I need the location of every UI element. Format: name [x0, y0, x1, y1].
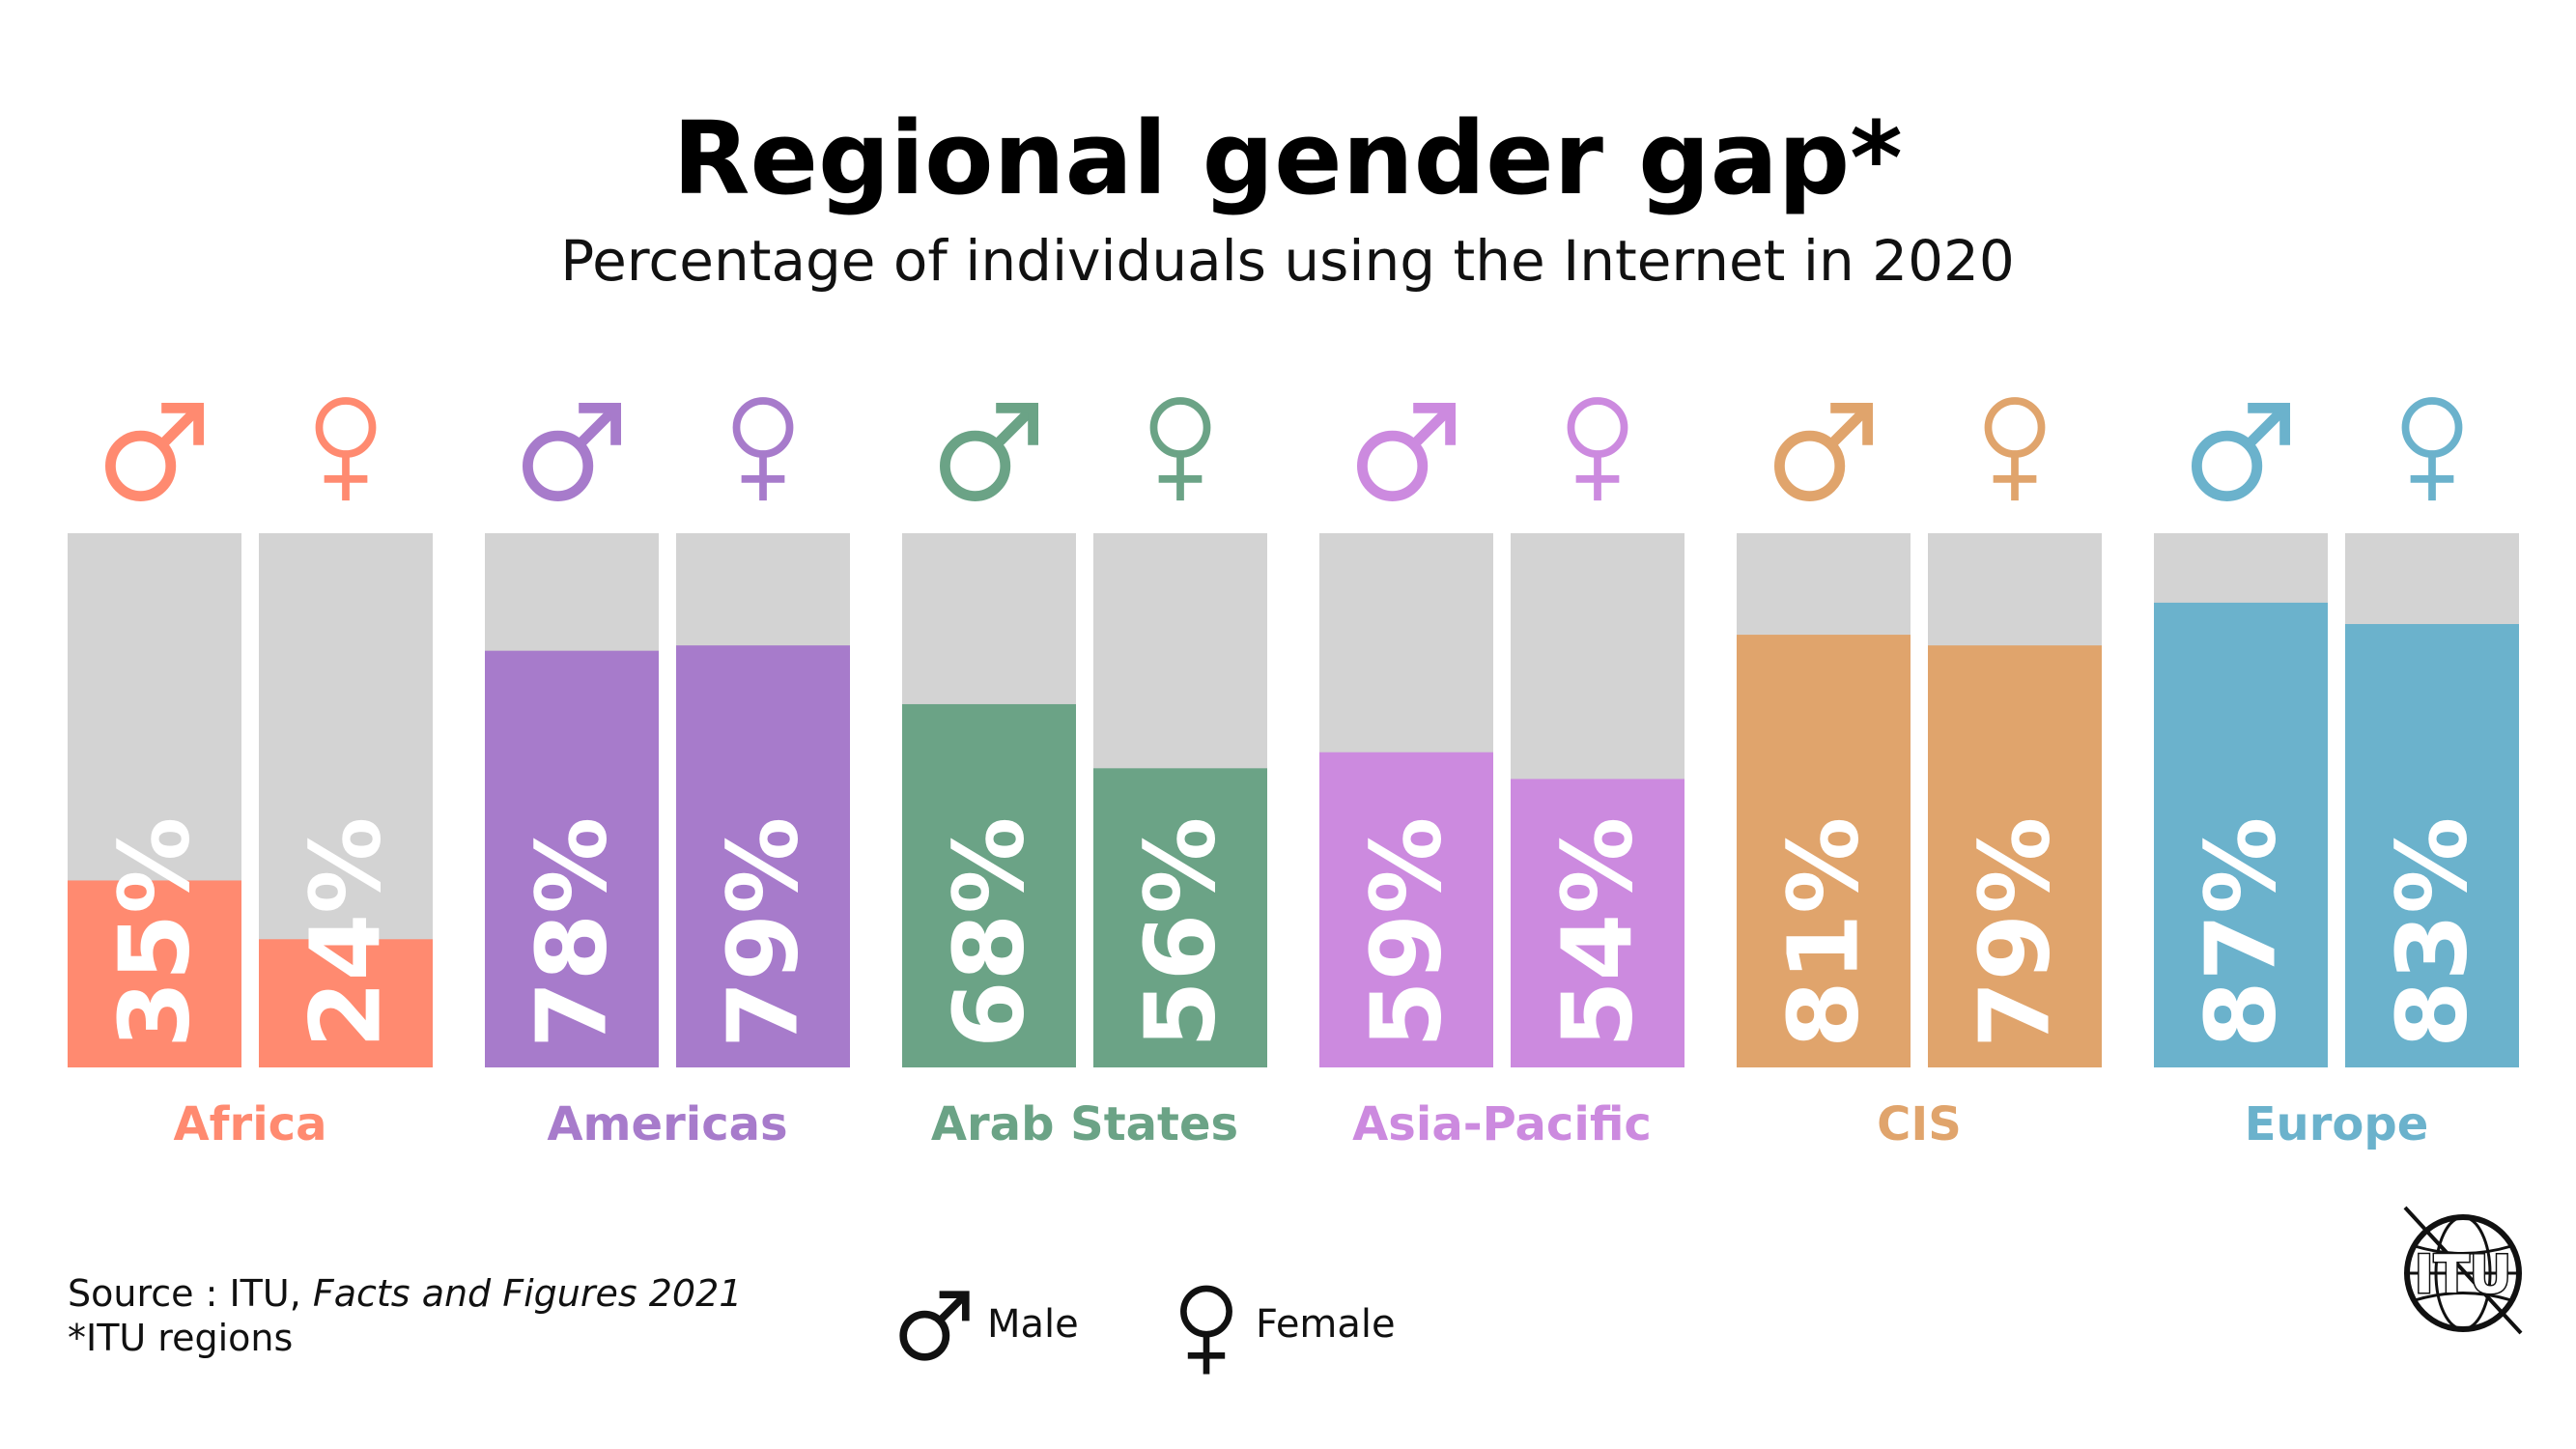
region-label-americas: Americas [547, 1097, 787, 1151]
bar-group-cis: 81% 79% CIS [1737, 401, 2102, 1151]
bar-africa-female [259, 939, 433, 1067]
value-label-asia-pacific-female: 54% [1542, 817, 1655, 1048]
value-label-cis-male: 81% [1768, 817, 1881, 1048]
legend-female-label: Female [1256, 1302, 1396, 1347]
value-label-africa-female: 24% [290, 817, 403, 1048]
value-label-asia-pacific-male: 59% [1350, 817, 1463, 1048]
bar-arab-states-female [1093, 768, 1267, 1067]
bar-group-arab-states: 68% 56% Arab States [902, 401, 1267, 1151]
female-symbol-icon [736, 401, 789, 500]
male-symbol-icon [945, 408, 1033, 496]
chart-title: Regional gender gap* [672, 99, 1902, 217]
legend-male-symbol-icon [903, 1294, 966, 1357]
female-symbol-icon [1153, 401, 1206, 500]
region-label-africa: Africa [174, 1097, 327, 1151]
male-symbol-icon [527, 408, 615, 496]
bar-asia-pacific-male [1319, 752, 1493, 1067]
region-label-cis: CIS [1877, 1097, 1962, 1151]
female-symbol-icon [1988, 401, 2041, 500]
female-symbol-icon [319, 401, 372, 500]
male-symbol-icon [1779, 408, 1867, 496]
male-symbol-icon [2196, 408, 2284, 496]
legend-male-label: Male [987, 1302, 1079, 1347]
bar-group-asia-pacific: 59% 54% Asia-Pacific [1319, 401, 1684, 1151]
female-symbol-icon [1571, 401, 1624, 500]
bar-group-europe: 87% 83% Europe [2154, 401, 2519, 1151]
source-prefix: Source : ITU, [68, 1272, 313, 1315]
bar-cis-female [1928, 645, 2102, 1067]
region-label-europe: Europe [2245, 1097, 2429, 1151]
male-symbol-icon [1362, 408, 1450, 496]
legend-female-symbol-icon [1183, 1289, 1229, 1375]
bar-group-americas: 78% 79% Americas [485, 401, 850, 1151]
bar-europe-male [2154, 602, 2328, 1067]
male-symbol-icon [110, 408, 198, 496]
bar-cis-male [1737, 635, 1911, 1067]
value-label-europe-male: 87% [2185, 817, 2298, 1048]
value-label-europe-female: 83% [2376, 817, 2489, 1048]
legend: Male Female [903, 1289, 1396, 1375]
itu-globe-logo: ITU [2403, 1206, 2523, 1335]
region-label-arab-states: Arab States [931, 1097, 1238, 1151]
source-title: Facts and Figures 2021 [313, 1272, 743, 1315]
value-label-americas-male: 78% [516, 817, 629, 1048]
bar-europe-female [2345, 624, 2519, 1067]
bar-americas-female [676, 645, 850, 1067]
female-symbol-icon [2405, 401, 2458, 500]
value-label-arab-states-male: 68% [933, 817, 1046, 1048]
source-text: Source : ITU, Facts and Figures 2021 [68, 1272, 742, 1315]
value-label-americas-female: 79% [707, 817, 820, 1048]
bar-africa-male [68, 880, 241, 1067]
bar-arab-states-male [902, 703, 1076, 1067]
regions-note: *ITU regions [68, 1317, 293, 1359]
bars-layer: 35% 24% Africa 78% 79% Americas 68% 56% Arab Sta… [68, 401, 2519, 1151]
value-label-africa-male: 35% [99, 817, 212, 1048]
region-label-asia-pacific: Asia-Pacific [1352, 1097, 1652, 1151]
itu-logo-text: ITU [2415, 1244, 2512, 1305]
bar-asia-pacific-female [1511, 779, 1684, 1067]
value-label-arab-states-female: 56% [1124, 817, 1237, 1048]
bar-americas-male [485, 650, 659, 1067]
chart-subtitle: Percentage of individuals using the Inte… [560, 228, 2015, 294]
bar-group-africa: 35% 24% Africa [68, 401, 433, 1151]
value-label-cis-female: 79% [1959, 817, 2072, 1048]
